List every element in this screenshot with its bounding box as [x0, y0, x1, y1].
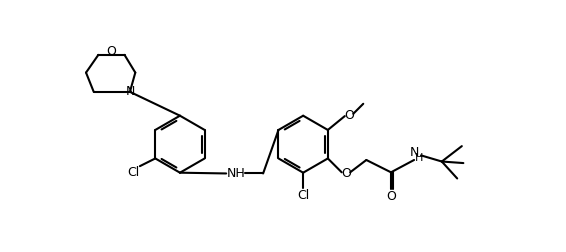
Text: NH: NH [227, 167, 246, 180]
Text: N: N [410, 146, 419, 159]
Text: O: O [386, 190, 396, 203]
Text: O: O [341, 167, 351, 180]
Text: O: O [345, 109, 354, 122]
Text: O: O [106, 45, 117, 57]
Text: N: N [126, 85, 135, 98]
Text: H: H [415, 153, 424, 163]
Text: Cl: Cl [297, 188, 309, 202]
Text: Cl: Cl [127, 166, 140, 179]
